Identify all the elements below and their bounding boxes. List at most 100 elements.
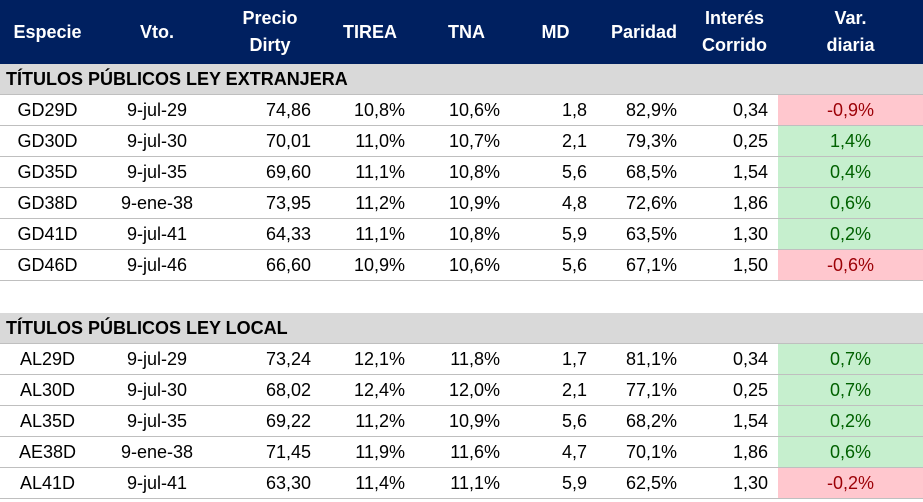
cell-paridad: 70,1% (597, 436, 691, 468)
cell-vto: 9-jul-30 (95, 374, 219, 406)
cell-tirea: 11,4% (321, 467, 419, 499)
cell-precio-dirty: 66,60 (219, 249, 321, 281)
header-interes-line1: Interés (704, 8, 765, 28)
cell-var-diaria: -0,2% (778, 467, 923, 499)
cell-var-diaria: 1,4% (778, 125, 923, 157)
cell-vto: 9-jul-46 (95, 249, 219, 281)
cell-tna: 11,6% (419, 436, 514, 468)
cell-var-diaria: 0,2% (778, 405, 923, 437)
cell-tirea: 11,1% (321, 156, 419, 188)
cell-tirea: 11,1% (321, 218, 419, 250)
table-row: GD29D 9-jul-29 74,86 10,8% 10,6% 1,8 82,9% 0,34… (0, 94, 923, 126)
cell-especie: AL29D (0, 343, 95, 375)
cell-interes-corrido: 0,34 (691, 94, 778, 126)
header-var-line2: diaria (826, 35, 875, 55)
cell-tna: 10,6% (419, 249, 514, 281)
table-row: AL41D 9-jul-41 63,30 11,4% 11,1% 5,9 62,5% 1,30… (0, 467, 923, 499)
cell-interes-corrido: 1,86 (691, 436, 778, 468)
cell-paridad: 82,9% (597, 94, 691, 126)
table-row: GD35D 9-jul-35 69,60 11,1% 10,8% 5,6 68,5% 1,54… (0, 156, 923, 188)
cell-md: 1,8 (514, 94, 597, 126)
cell-var-diaria: -0,6% (778, 249, 923, 281)
cell-tna: 10,8% (419, 218, 514, 250)
cell-interes-corrido: 1,30 (691, 218, 778, 250)
cell-paridad: 67,1% (597, 249, 691, 281)
cell-vto: 9-jul-35 (95, 405, 219, 437)
header-precio-dirty: Precio Dirty (219, 0, 321, 64)
cell-precio-dirty: 63,30 (219, 467, 321, 499)
cell-md: 2,1 (514, 374, 597, 406)
header-especie: Especie (0, 0, 95, 64)
table-row: AL29D 9-jul-29 73,24 12,1% 11,8% 1,7 81,1% 0,34… (0, 343, 923, 375)
section-spacer (0, 280, 923, 313)
header-paridad: Paridad (597, 0, 691, 64)
cell-vto: 9-ene-38 (95, 187, 219, 219)
cell-especie: GD30D (0, 125, 95, 157)
cell-paridad: 68,5% (597, 156, 691, 188)
cell-especie: GD41D (0, 218, 95, 250)
cell-vto: 9-ene-38 (95, 436, 219, 468)
cell-tna: 10,9% (419, 187, 514, 219)
cell-vto: 9-jul-30 (95, 125, 219, 157)
cell-paridad: 79,3% (597, 125, 691, 157)
section-title: TÍTULOS PÚBLICOS LEY EXTRANJERA (0, 64, 923, 95)
cell-tna: 12,0% (419, 374, 514, 406)
cell-especie: AE38D (0, 436, 95, 468)
cell-var-diaria: 0,6% (778, 436, 923, 468)
cell-precio-dirty: 73,95 (219, 187, 321, 219)
cell-especie: AL30D (0, 374, 95, 406)
cell-interes-corrido: 0,25 (691, 374, 778, 406)
section-header-row: TÍTULOS PÚBLICOS LEY LOCAL (0, 313, 923, 344)
cell-vto: 9-jul-35 (95, 156, 219, 188)
table-row: AL30D 9-jul-30 68,02 12,4% 12,0% 2,1 77,1% 0,25… (0, 374, 923, 406)
cell-paridad: 62,5% (597, 467, 691, 499)
spacer-cell (0, 280, 923, 313)
table-row: AE38D 9-ene-38 71,45 11,9% 11,6% 4,7 70,1% 1,86… (0, 436, 923, 468)
cell-interes-corrido: 0,25 (691, 125, 778, 157)
table-row: GD30D 9-jul-30 70,01 11,0% 10,7% 2,1 79,3% 0,25… (0, 125, 923, 157)
cell-especie: GD46D (0, 249, 95, 281)
cell-paridad: 63,5% (597, 218, 691, 250)
cell-tirea: 10,8% (321, 94, 419, 126)
header-md: MD (514, 0, 597, 64)
cell-tna: 10,6% (419, 94, 514, 126)
cell-precio-dirty: 68,02 (219, 374, 321, 406)
cell-interes-corrido: 1,54 (691, 405, 778, 437)
cell-md: 1,7 (514, 343, 597, 375)
header-interes-corrido: Interés Corrido (691, 0, 778, 64)
table-body: TÍTULOS PÚBLICOS LEY EXTRANJERA GD29D 9-ju… (0, 64, 923, 499)
header-var-diaria: Var. diaria (778, 0, 923, 64)
cell-especie: GD38D (0, 187, 95, 219)
cell-paridad: 68,2% (597, 405, 691, 437)
cell-md: 5,9 (514, 467, 597, 499)
header-vto: Vto. (95, 0, 219, 64)
cell-precio-dirty: 69,60 (219, 156, 321, 188)
cell-md: 5,6 (514, 405, 597, 437)
cell-especie: AL41D (0, 467, 95, 499)
table-row: GD38D 9-ene-38 73,95 11,2% 10,9% 4,8 72,6% 1,86… (0, 187, 923, 219)
cell-var-diaria: 0,4% (778, 156, 923, 188)
cell-vto: 9-jul-29 (95, 343, 219, 375)
cell-tirea: 12,4% (321, 374, 419, 406)
cell-especie: GD29D (0, 94, 95, 126)
cell-precio-dirty: 71,45 (219, 436, 321, 468)
header-tirea: TIREA (321, 0, 419, 64)
cell-tirea: 12,1% (321, 343, 419, 375)
cell-tna: 10,8% (419, 156, 514, 188)
cell-precio-dirty: 73,24 (219, 343, 321, 375)
cell-precio-dirty: 74,86 (219, 94, 321, 126)
cell-interes-corrido: 1,86 (691, 187, 778, 219)
cell-md: 4,8 (514, 187, 597, 219)
cell-tna: 11,1% (419, 467, 514, 499)
cell-md: 5,9 (514, 218, 597, 250)
cell-precio-dirty: 70,01 (219, 125, 321, 157)
cell-interes-corrido: 1,54 (691, 156, 778, 188)
cell-precio-dirty: 64,33 (219, 218, 321, 250)
cell-vto: 9-jul-29 (95, 94, 219, 126)
cell-vto: 9-jul-41 (95, 218, 219, 250)
cell-tna: 10,9% (419, 405, 514, 437)
cell-precio-dirty: 69,22 (219, 405, 321, 437)
header-interes-line2: Corrido (702, 35, 767, 55)
cell-tna: 10,7% (419, 125, 514, 157)
